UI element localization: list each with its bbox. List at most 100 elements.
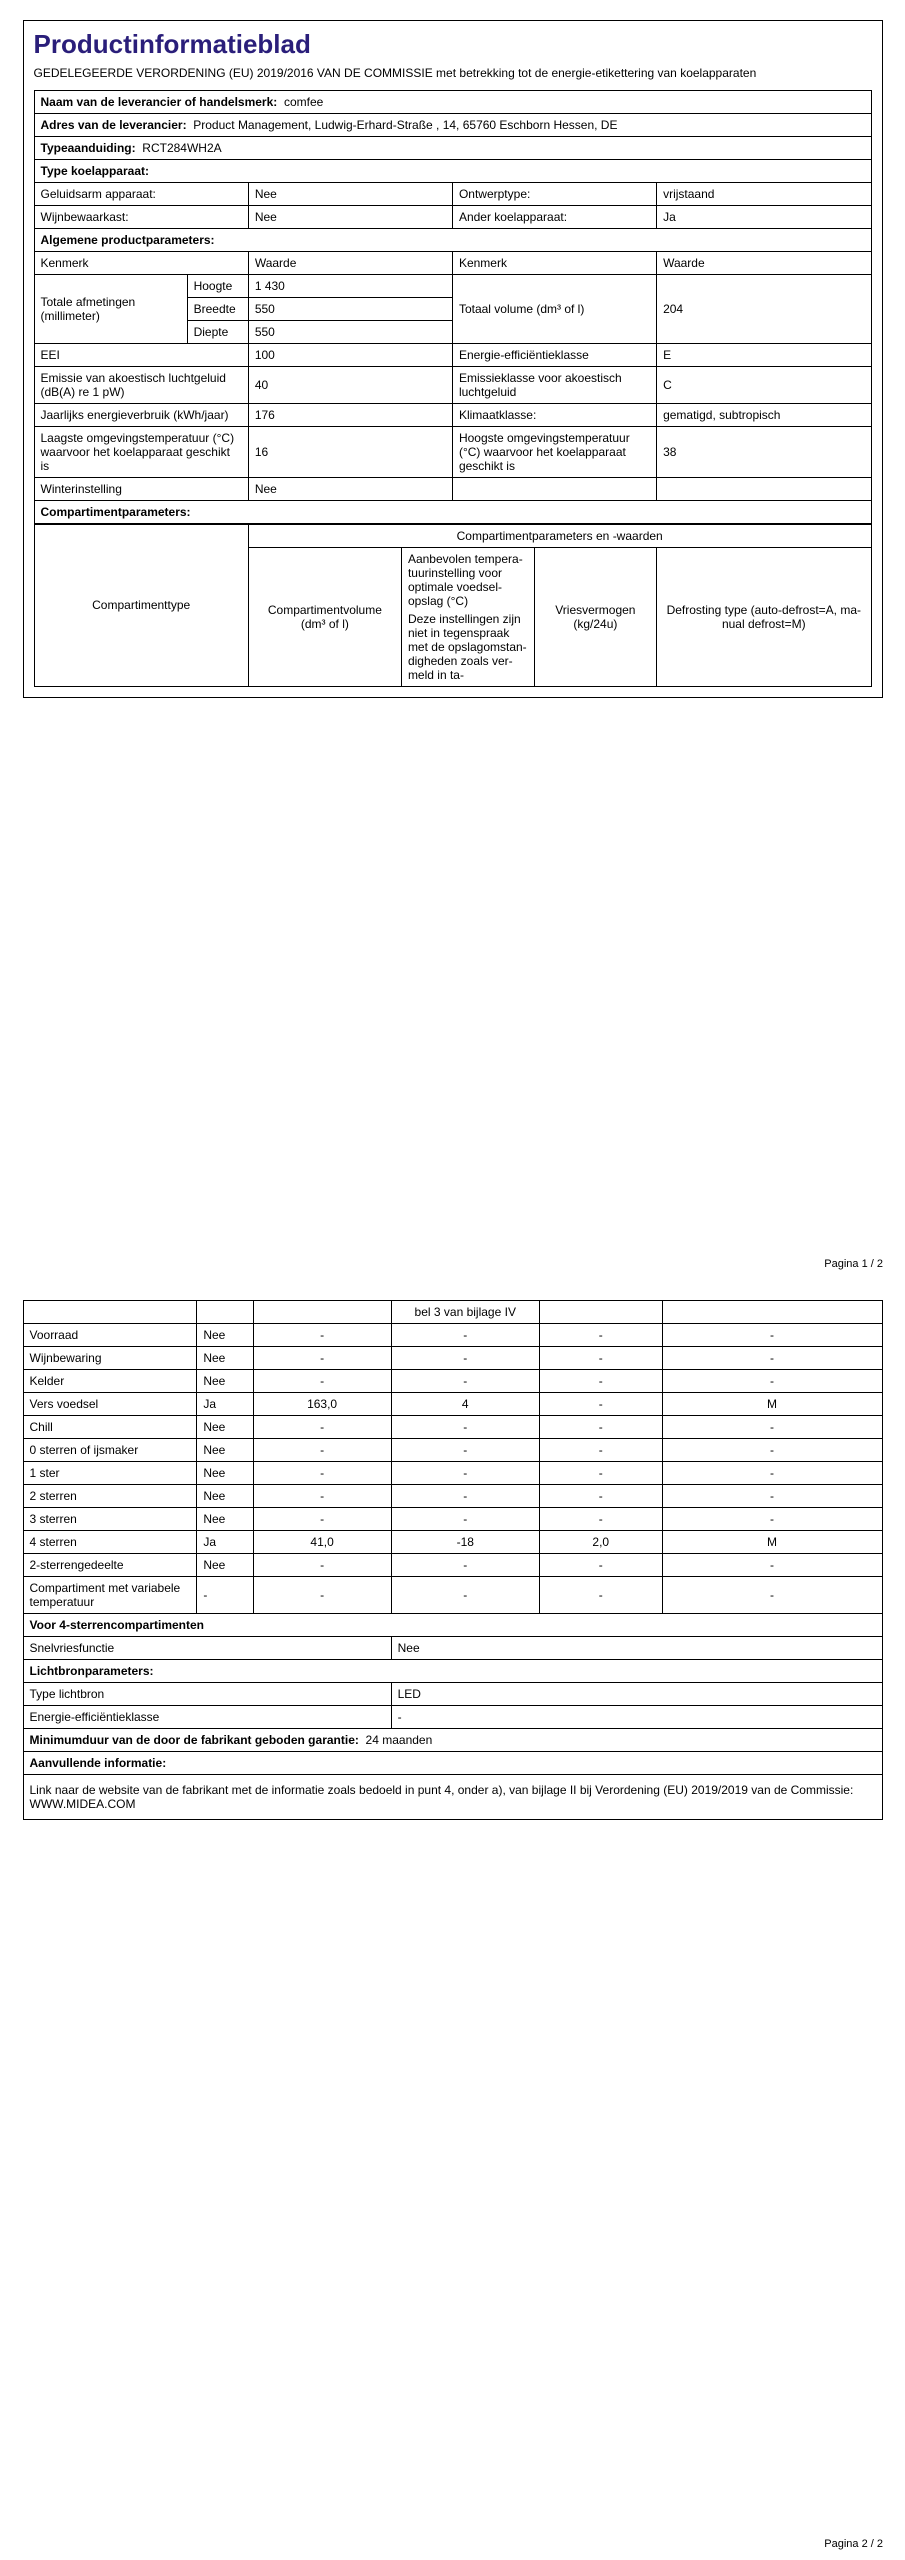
row-temp: -: [391, 1439, 539, 1462]
climate-class-label: Klimaatklasse:: [452, 403, 656, 426]
row-freeze: -: [539, 1393, 662, 1416]
additional-label: Aanvullende informatie:: [23, 1752, 882, 1775]
compartment-rows-table: bel 3 van bijlage IV VoorraadNee----Wijn…: [23, 1300, 883, 1820]
row-name: Voorraad: [23, 1324, 197, 1347]
row-name: 1 ster: [23, 1462, 197, 1485]
row-name: Chill: [23, 1416, 197, 1439]
row-freeze: -: [539, 1508, 662, 1531]
page-number-1: Pagina 1 / 2: [824, 1258, 883, 1270]
max-temp-value: 38: [657, 426, 871, 477]
total-volume-value: 204: [657, 274, 871, 343]
height-value: 1 430: [248, 274, 452, 297]
width-value: 550: [248, 297, 452, 320]
row-vol: -: [253, 1370, 391, 1393]
table-row: KelderNee----: [23, 1370, 882, 1393]
row-defrost: -: [662, 1508, 882, 1531]
eei-label: EEI: [34, 343, 248, 366]
row-vol: -: [253, 1324, 391, 1347]
row-name: 2-sterrengedeelte: [23, 1554, 197, 1577]
document-frame-page1: Productinformatieblad GEDELEGEERDE VEROR…: [23, 20, 883, 698]
min-temp-label: Laagste omgevingstemperatuur (°C) waarvo…: [34, 426, 248, 477]
noise-emission-value: 40: [248, 366, 452, 403]
light-type-value: LED: [391, 1683, 882, 1706]
freeze-capacity-label: Vriesver­mogen (kg/24u): [534, 547, 656, 686]
row-present: -: [197, 1577, 253, 1614]
compartment-params-label: Compartimentparameters:: [34, 500, 871, 523]
row-temp: 4: [391, 1393, 539, 1416]
comp-volume-label: Compartiment­volume (dm³ of l): [248, 547, 401, 686]
attr-label-1: Kenmerk: [34, 251, 248, 274]
noise-emission-label: Emissie van akoestisch luchtge­luid (dB(…: [34, 366, 248, 403]
row-freeze: -: [539, 1324, 662, 1347]
row-name: Wijnbewaring: [23, 1347, 197, 1370]
row-freeze: -: [539, 1347, 662, 1370]
row-vol: -: [253, 1485, 391, 1508]
four-star-label: Voor 4-sterrencompartimenten: [23, 1614, 882, 1637]
light-type-label: Type lichtbron: [23, 1683, 391, 1706]
other-appliance-label: Ander koelapparaat:: [452, 205, 656, 228]
row-present: Nee: [197, 1508, 253, 1531]
design-type-value: vrijstaand: [657, 182, 871, 205]
row-temp: -: [391, 1370, 539, 1393]
warranty-value: 24 maanden: [366, 1733, 433, 1747]
row-name: 4 sterren: [23, 1531, 197, 1554]
row-defrost: -: [662, 1370, 882, 1393]
width-label: Breed­te: [187, 297, 248, 320]
row-present: Nee: [197, 1462, 253, 1485]
document-subtitle: GEDELEGEERDE VERORDENING (EU) 2019/2016 …: [34, 66, 872, 82]
table-row: 4 sterrenJa41,0-182,0M: [23, 1531, 882, 1554]
table-row: 0 sterren of ijsmakerNee----: [23, 1439, 882, 1462]
document-title: Productinformatieblad: [34, 29, 872, 60]
value-label-2: Waarde: [657, 251, 871, 274]
row-defrost: -: [662, 1554, 882, 1577]
row-present: Nee: [197, 1416, 253, 1439]
light-eff-value: -: [391, 1706, 882, 1729]
appliance-type-label: Type koelapparaat:: [34, 159, 871, 182]
row-vol: -: [253, 1439, 391, 1462]
table-row: 2-sterrengedeelteNee----: [23, 1554, 882, 1577]
row-freeze: -: [539, 1554, 662, 1577]
row-present: Nee: [197, 1347, 253, 1370]
max-temp-label: Hoogste omgevingstempe­ratuur (°C) waarv…: [452, 426, 656, 477]
row-temp: -: [391, 1485, 539, 1508]
row-vol: 163,0: [253, 1393, 391, 1416]
row-vol: -: [253, 1554, 391, 1577]
supplier-address-value: Product Management, Ludwig-Erhard-Straße…: [193, 118, 617, 132]
depth-label: Diep­te: [187, 320, 248, 343]
low-noise-value: Nee: [248, 182, 452, 205]
row-name: Compartiment met va­riabele temperatuur: [23, 1577, 197, 1614]
value-label-1: Waarde: [248, 251, 452, 274]
row-vol: -: [253, 1347, 391, 1370]
row-vol: -: [253, 1508, 391, 1531]
annual-energy-value: 176: [248, 403, 452, 426]
compartment-header-table: Compartimenttype Compartimentparameters …: [34, 524, 872, 687]
winter-value: Nee: [248, 477, 452, 500]
total-volume-label: Totaal volume (dm³ of l): [452, 274, 656, 343]
row-defrost: -: [662, 1416, 882, 1439]
row-defrost: -: [662, 1347, 882, 1370]
compartment-params-header: Compartimentparameters en -waarden: [248, 524, 871, 547]
supplier-name-value: comfee: [284, 95, 323, 109]
table-row: ChillNee----: [23, 1416, 882, 1439]
eei-value: 100: [248, 343, 452, 366]
additional-text: Link naar de website van de fabrikant me…: [23, 1775, 882, 1820]
row-defrost: -: [662, 1462, 882, 1485]
recommended-temp-label-p2: Deze instel­lingen zijn niet in te­gensp…: [408, 612, 528, 682]
light-params-label: Lichtbronparameters:: [23, 1660, 882, 1683]
row-present: Nee: [197, 1554, 253, 1577]
table-row: VoorraadNee----: [23, 1324, 882, 1347]
row-freeze: -: [539, 1485, 662, 1508]
row-present: Ja: [197, 1531, 253, 1554]
other-appliance-value: Ja: [657, 205, 871, 228]
supplier-name-label: Naam van de leverancier of handelsmerk:: [41, 95, 278, 109]
row-vol: -: [253, 1462, 391, 1485]
row-temp: -: [391, 1462, 539, 1485]
row-present: Nee: [197, 1485, 253, 1508]
supplier-address-label: Adres van de leverancier:: [41, 118, 187, 132]
min-temp-value: 16: [248, 426, 452, 477]
row-freeze: -: [539, 1439, 662, 1462]
row-name: Kelder: [23, 1370, 197, 1393]
row-temp: -: [391, 1347, 539, 1370]
eff-class-value: E: [657, 343, 871, 366]
row-temp: -: [391, 1577, 539, 1614]
